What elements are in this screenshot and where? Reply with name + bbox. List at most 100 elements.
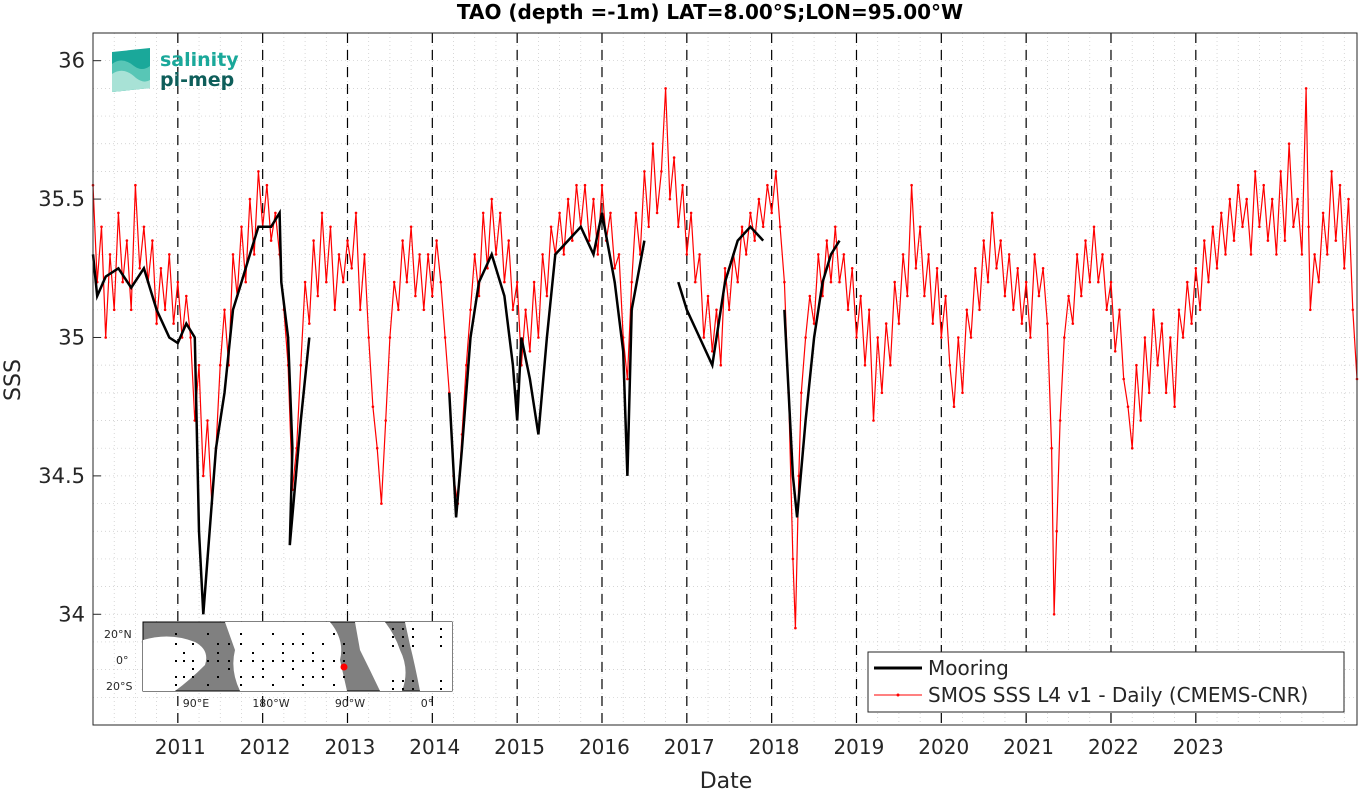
- smos-point: [218, 363, 222, 367]
- smos-point: [1147, 391, 1151, 395]
- smos-point: [1143, 336, 1147, 339]
- inset-dot: [412, 645, 414, 647]
- smos-point: [1313, 253, 1316, 256]
- smos-point: [723, 267, 727, 270]
- inset-dot: [302, 643, 304, 645]
- smos-point: [1304, 87, 1308, 90]
- smos-point: [1194, 267, 1198, 270]
- smos-point: [206, 419, 209, 422]
- smos-point: [978, 308, 981, 312]
- mooring-array-dots: [175, 628, 442, 690]
- inset-dot: [322, 643, 324, 645]
- smos-point: [1169, 336, 1172, 339]
- inset-dot: [402, 680, 404, 682]
- smos-point: [1317, 280, 1321, 284]
- inset-dot: [440, 645, 442, 647]
- smos-point: [1300, 253, 1304, 256]
- inset-dot: [217, 652, 219, 654]
- smos-point: [515, 280, 519, 284]
- smos-point: [142, 225, 146, 229]
- smos-point: [804, 336, 807, 339]
- smos-point: [969, 336, 973, 339]
- smos-point: [668, 197, 672, 201]
- smos-point: [1215, 267, 1219, 270]
- smos-point: [100, 225, 103, 229]
- smos-point: [498, 211, 502, 215]
- smos-point: [838, 280, 841, 284]
- smos-point: [927, 253, 930, 256]
- smos-point: [1033, 253, 1036, 256]
- smos-point: [274, 211, 277, 215]
- smos-point: [1262, 183, 1265, 187]
- smos-point: [1232, 239, 1236, 242]
- smos-point: [1173, 405, 1176, 409]
- smos-point: [867, 308, 871, 312]
- smos-point: [375, 446, 379, 450]
- inset-dot: [440, 680, 442, 682]
- smos-point: [1084, 239, 1087, 242]
- smos-point: [783, 280, 786, 284]
- inset-dot: [333, 633, 335, 635]
- inset-dot: [183, 660, 185, 662]
- smos-point: [121, 280, 124, 284]
- smos-point: [965, 308, 969, 312]
- x-tick-label: 2019: [833, 735, 884, 759]
- smos-point: [672, 156, 676, 159]
- smos-point: [185, 294, 188, 298]
- smos-point: [1122, 377, 1125, 381]
- x-tick-label: 2012: [240, 735, 291, 759]
- smos-point: [545, 294, 549, 298]
- smos-point: [1156, 363, 1159, 367]
- smos-point: [990, 211, 994, 215]
- smos-point: [367, 336, 371, 339]
- plot-frame: [92, 32, 1358, 726]
- inset-dot: [240, 676, 242, 678]
- inset-dot: [402, 688, 404, 690]
- inset-dot: [392, 680, 394, 682]
- x-tick-label: 2021: [1003, 735, 1054, 759]
- y-tick-label: 34: [58, 602, 85, 626]
- smos-point: [834, 225, 837, 229]
- smos-point: [490, 197, 494, 201]
- inset-dot: [333, 660, 335, 662]
- inset-dot: [302, 676, 304, 678]
- inset-dot: [322, 660, 324, 662]
- smos-point: [596, 253, 600, 256]
- inset-dot: [343, 643, 345, 645]
- smos-point: [265, 183, 269, 187]
- x-tick-label: 2016: [579, 735, 630, 759]
- smos-point: [202, 474, 205, 478]
- smos-point: [1041, 267, 1045, 270]
- smos-point: [1236, 183, 1240, 187]
- smos-point: [1334, 239, 1338, 242]
- smos-point: [257, 170, 260, 173]
- smos-point: [155, 322, 158, 325]
- series-smos: [91, 87, 1359, 630]
- smos-point: [1330, 170, 1333, 173]
- smos-point: [1275, 253, 1278, 256]
- smos-point: [388, 336, 392, 339]
- inset-dot: [240, 643, 242, 645]
- smos-point: [1109, 280, 1113, 284]
- smos-point: [761, 225, 765, 229]
- smos-point: [469, 308, 472, 312]
- y-axis: 34 34.5 35 35.5 36: [38, 49, 101, 626]
- inset-dot: [272, 633, 274, 635]
- smos-point: [494, 253, 498, 256]
- smos-point: [986, 280, 990, 284]
- plot-area: [93, 33, 1357, 725]
- inset-dot: [440, 688, 442, 690]
- smos-point: [995, 267, 998, 270]
- smos-point: [1190, 322, 1193, 325]
- smos-point: [1024, 280, 1028, 284]
- smos-point: [1241, 225, 1244, 229]
- inset-lon-tick: 90°E: [183, 697, 209, 710]
- minor-grid: [92, 32, 1357, 726]
- smos-point: [1321, 211, 1325, 215]
- y-tick-label: 34.5: [38, 464, 85, 488]
- smos-point: [129, 308, 133, 312]
- smos-point: [952, 405, 956, 409]
- smos-point: [778, 225, 782, 229]
- year-dashed-lines: [177, 33, 1197, 725]
- inset-dot: [402, 636, 404, 638]
